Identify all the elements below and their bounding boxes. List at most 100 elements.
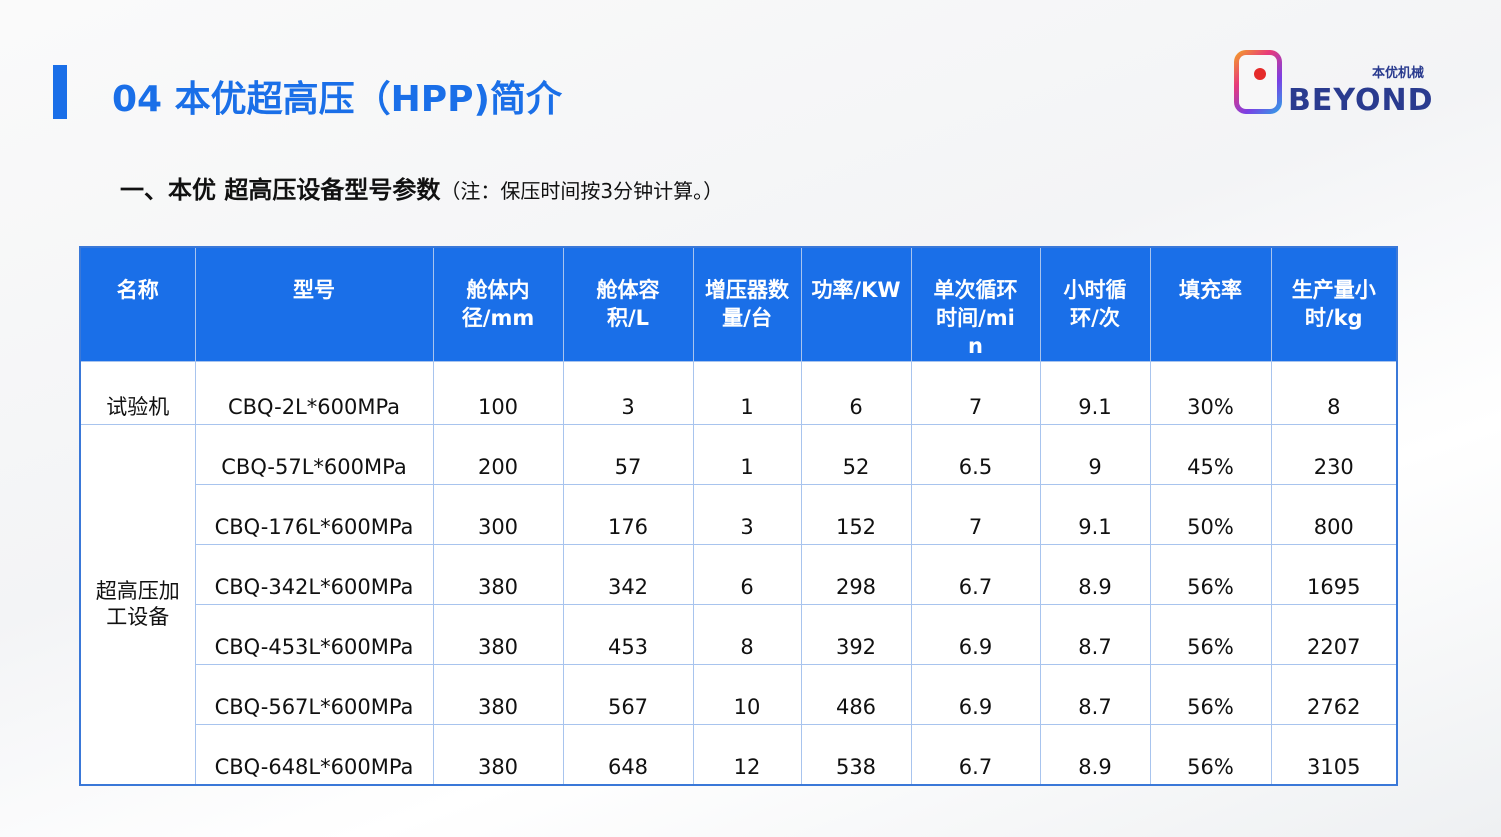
column-header-text: 增压器数量/台 bbox=[705, 278, 789, 330]
logo-mark-icon bbox=[1234, 50, 1282, 114]
column-header: 舱体容积/L bbox=[562, 246, 694, 362]
column-header: 功率/KW bbox=[800, 246, 912, 362]
table-cell: 298 bbox=[800, 544, 912, 605]
column-header: 增压器数量/台 bbox=[692, 246, 802, 362]
table-cell: 6.5 bbox=[910, 424, 1041, 485]
table-cell: 56% bbox=[1149, 604, 1272, 665]
table-cell: 8.7 bbox=[1039, 664, 1151, 725]
title-accent-bar bbox=[53, 65, 67, 119]
subtitle-text: 一、本优 超高压设备型号参数 bbox=[120, 176, 441, 204]
column-header: 生产量小时/kg bbox=[1270, 246, 1398, 362]
column-header: 型号 bbox=[194, 246, 434, 362]
table-cell: 486 bbox=[800, 664, 912, 725]
table-cell: 2762 bbox=[1270, 664, 1398, 725]
table-cell: 6.9 bbox=[910, 664, 1041, 725]
table-cell: CBQ-342L*600MPa bbox=[194, 544, 434, 605]
logo-dot-icon bbox=[1254, 68, 1266, 80]
table-cell: CBQ-648L*600MPa bbox=[194, 724, 434, 785]
table-cell: 6.7 bbox=[910, 544, 1041, 605]
table-cell: 380 bbox=[432, 604, 564, 665]
table-cell: 9.1 bbox=[1039, 361, 1151, 425]
page-title: 04 本优超高压（HPP)简介 bbox=[112, 79, 562, 120]
table-cell: CBQ-2L*600MPa bbox=[194, 361, 434, 425]
table-cell: 30% bbox=[1149, 361, 1272, 425]
table-cell: 6.9 bbox=[910, 604, 1041, 665]
table-cell: 52 bbox=[800, 424, 912, 485]
column-header: 填充率 bbox=[1149, 246, 1272, 362]
table-cell: 56% bbox=[1149, 724, 1272, 785]
table-cell: 567 bbox=[562, 664, 694, 725]
group-name: 试验机 bbox=[79, 361, 196, 425]
table-cell: 200 bbox=[432, 424, 564, 485]
table-cell: 45% bbox=[1149, 424, 1272, 485]
table-row: CBQ-648L*600MPa 380 648 12 538 6.7 8.9 56% 3105 bbox=[80, 724, 1398, 785]
table-row: CBQ-342L*600MPa 380 342 6 298 6.7 8.9 56% 1695 bbox=[80, 544, 1398, 605]
table-cell: 56% bbox=[1149, 544, 1272, 605]
table-cell: 3 bbox=[692, 484, 802, 545]
column-header-text: 填充率 bbox=[1179, 278, 1242, 302]
table-cell: 57 bbox=[562, 424, 694, 485]
table-cell: 56% bbox=[1149, 664, 1272, 725]
column-header: 小时循环/次 bbox=[1039, 246, 1151, 362]
table-cell: 1695 bbox=[1270, 544, 1398, 605]
column-header: 舱体内径/mm bbox=[432, 246, 564, 362]
table-cell: 176 bbox=[562, 484, 694, 545]
logo-en: BEYOND bbox=[1288, 83, 1434, 118]
table-cell: CBQ-453L*600MPa bbox=[194, 604, 434, 665]
column-header-text: 舱体容积/L bbox=[596, 278, 660, 330]
table-cell: 342 bbox=[562, 544, 694, 605]
table-cell: 152 bbox=[800, 484, 912, 545]
table-cell: 8.9 bbox=[1039, 544, 1151, 605]
table-cell: 3105 bbox=[1270, 724, 1398, 785]
group-name: 超高压加工设备 bbox=[79, 424, 196, 785]
table-cell: 453 bbox=[562, 604, 694, 665]
table-cell: 230 bbox=[1270, 424, 1398, 485]
column-header-text: 舱体内径/mm bbox=[461, 278, 535, 330]
column-header-text: 单次循环时间/min bbox=[933, 278, 1018, 358]
table-cell: 8.7 bbox=[1039, 604, 1151, 665]
column-header-text: 小时循环/次 bbox=[1063, 278, 1127, 330]
table-cell: 800 bbox=[1270, 484, 1398, 545]
table-cell: CBQ-176L*600MPa bbox=[194, 484, 434, 545]
table-cell: 6 bbox=[692, 544, 802, 605]
logo-cn: 本优机械 bbox=[1372, 66, 1425, 81]
table-cell: 6 bbox=[800, 361, 912, 425]
table-row: 超高压加工设备 CBQ-57L*600MPa 200 57 1 52 6.5 9 45% 230 bbox=[79, 424, 1398, 785]
table-cell: 7 bbox=[910, 361, 1041, 425]
table-cell: 1 bbox=[692, 424, 802, 485]
table-row: CBQ-453L*600MPa 380 453 8 392 6.9 8.7 56% 2207 bbox=[80, 604, 1398, 665]
table-cell: 380 bbox=[432, 664, 564, 725]
table-cell: 50% bbox=[1149, 484, 1272, 545]
table-cell: 7 bbox=[910, 484, 1041, 545]
table-cell: CBQ-57L*600MPa bbox=[194, 424, 434, 485]
table-cell: CBQ-567L*600MPa bbox=[194, 664, 434, 725]
table-cell: 9 bbox=[1039, 424, 1151, 485]
table-row: CBQ-567L*600MPa 380 567 10 486 6.9 8.7 56% 2762 bbox=[80, 664, 1398, 725]
table-cell: 380 bbox=[432, 724, 564, 785]
table-cell: 8 bbox=[692, 604, 802, 665]
column-header: 名称 bbox=[79, 246, 196, 362]
table-header-row: 名称 型号 舱体内径/mm 舱体容积/L 增压器数量/台 功率/KW 单次循环时间/min 小… bbox=[79, 246, 1398, 362]
table-cell: 538 bbox=[800, 724, 912, 785]
table-cell: 648 bbox=[562, 724, 694, 785]
table-cell: 10 bbox=[692, 664, 802, 725]
table-cell: 8.9 bbox=[1039, 724, 1151, 785]
table-cell: 380 bbox=[432, 544, 564, 605]
column-header-text: 功率/KW bbox=[811, 278, 901, 302]
table-cell: 392 bbox=[800, 604, 912, 665]
table-cell: 3 bbox=[562, 361, 694, 425]
subtitle-note: （注：保压时间按3分钟计算。） bbox=[440, 179, 724, 203]
table-row: 试验机 CBQ-2L*600MPa 100 3 1 6 7 9.1 30% 8 bbox=[79, 361, 1398, 425]
table-cell: 8 bbox=[1270, 361, 1398, 425]
beyond-logo: 本优机械 BEYOND bbox=[1234, 50, 1444, 120]
table-cell: 9.1 bbox=[1039, 484, 1151, 545]
column-header-text: 生产量小时/kg bbox=[1291, 278, 1376, 330]
section-subtitle: 一、本优 超高压设备型号参数（注：保压时间按3分钟计算。） bbox=[120, 174, 723, 207]
table-cell: 12 bbox=[692, 724, 802, 785]
spec-table: 名称 型号 舱体内径/mm 舱体容积/L 增压器数量/台 功率/KW 单次循环时间/min 小… bbox=[79, 246, 1398, 786]
table-cell: 6.7 bbox=[910, 724, 1041, 785]
table-row: CBQ-176L*600MPa 300 176 3 152 7 9.1 50% 800 bbox=[80, 484, 1398, 545]
column-header: 单次循环时间/min bbox=[910, 246, 1041, 362]
table-cell: 2207 bbox=[1270, 604, 1398, 665]
table-cell: 1 bbox=[692, 361, 802, 425]
